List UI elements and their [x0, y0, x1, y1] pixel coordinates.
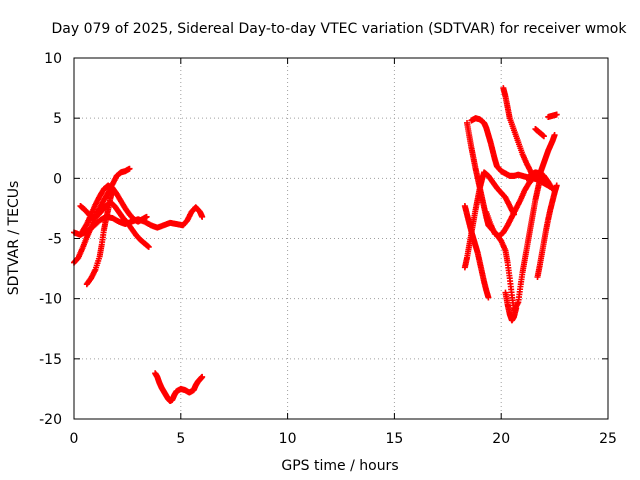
data-point: [485, 294, 492, 301]
data-point: [549, 186, 556, 193]
x-tick-label: 10: [279, 431, 297, 447]
y-tick-label: -20: [39, 412, 62, 428]
data-point: [199, 213, 206, 220]
data-point: [551, 132, 558, 139]
chart-title: Day 079 of 2025, Sidereal Day-to-day VTE…: [52, 21, 628, 37]
x-tick-label: 25: [599, 431, 617, 447]
y-axis-label: SDTVAR / TECUs: [6, 181, 22, 296]
y-tick-label: -5: [48, 232, 62, 248]
data-points: [71, 85, 560, 404]
y-tick-label: 10: [44, 51, 62, 67]
plot-frame: [73, 57, 609, 420]
data-point: [553, 111, 560, 118]
y-tick-label: -10: [39, 292, 62, 308]
data-point: [143, 213, 150, 220]
data-point: [199, 373, 206, 380]
x-tick-labels: 0 5 10 15 20 25: [70, 431, 617, 447]
data-point: [126, 165, 133, 172]
data-point: [553, 182, 560, 189]
x-axis-label: GPS time / hours: [281, 458, 398, 474]
data-point: [513, 305, 520, 312]
y-tick-label: 5: [53, 111, 62, 127]
y-tick-label: 0: [53, 171, 62, 187]
x-tick-label: 15: [385, 431, 403, 447]
data-point: [534, 176, 541, 183]
y-tick-label: -15: [39, 352, 62, 368]
x-tick-label: 0: [70, 431, 79, 447]
data-point: [540, 133, 547, 140]
data-point: [145, 243, 152, 250]
y-tick-labels: -20 -15 -10 -5 0 5 10: [39, 51, 62, 428]
x-tick-label: 20: [492, 431, 510, 447]
x-tick-label: 5: [176, 431, 185, 447]
